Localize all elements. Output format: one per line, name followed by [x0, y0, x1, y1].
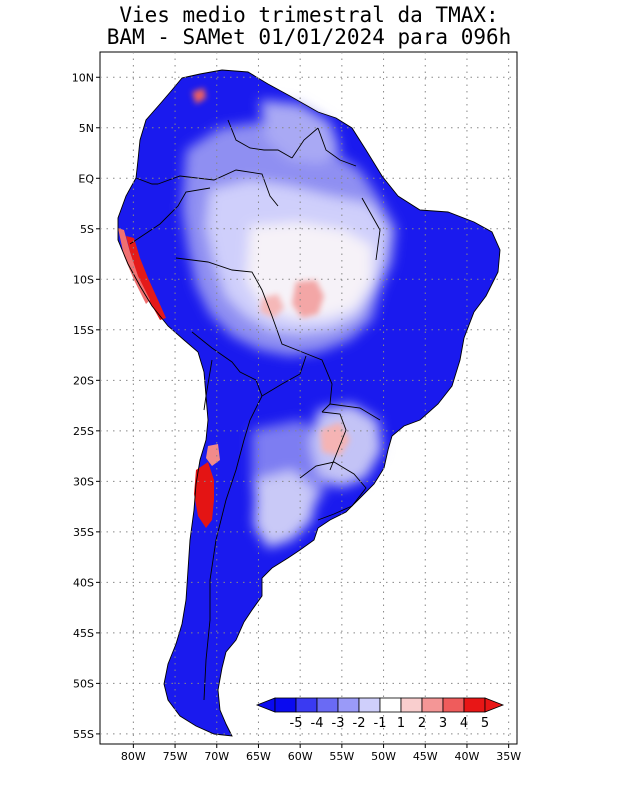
lat-label: 10N [72, 71, 94, 84]
warm-streak-peru-coast [118, 228, 150, 304]
map-title-line1: Vies medio trimestral da TMAX: [119, 3, 499, 27]
colorbar-label: -4 [311, 716, 324, 731]
colorbar-label: 5 [481, 716, 489, 731]
lon-label: 55W [329, 750, 354, 763]
lon-label: 65W [246, 750, 271, 763]
latitude-labels: 10N 5N EQ 5S 10S 15S 20S 25S 30S 35S 40S 45S 50S 55S [72, 71, 100, 741]
lat-label: 20S [73, 374, 94, 387]
warm-patch-caribbean [192, 88, 206, 104]
region-slight-cold-guiana [260, 100, 340, 164]
colorbar-label: -5 [290, 716, 303, 731]
lat-label: EQ [78, 172, 94, 185]
lon-label: 60W [288, 750, 313, 763]
colorbar-swatch [337, 697, 360, 713]
lat-label: 30S [73, 475, 94, 488]
lon-label: 80W [121, 750, 146, 763]
lat-label: 40S [73, 576, 94, 589]
colorbar-swatch [421, 697, 444, 713]
country-borders [117, 69, 501, 737]
colorbar-label: 4 [460, 716, 468, 731]
lon-label: 40W [455, 750, 480, 763]
lat-label: 5S [80, 223, 94, 236]
colorbar-swatch [400, 697, 423, 713]
warm-streak-peruvian-andes [126, 236, 166, 320]
lon-label: 50W [371, 750, 396, 763]
lat-label: 5N [79, 122, 94, 135]
colorbar-swatch [295, 697, 318, 713]
warm-patch-mato-grosso [292, 280, 324, 318]
warm-streak-central-chile [194, 462, 214, 528]
region-slight-cold-pampas [254, 470, 316, 548]
lon-label: 75W [163, 750, 188, 763]
colorbar-swatch [316, 697, 339, 713]
lat-label: 35S [73, 526, 94, 539]
colorbar-label: 3 [439, 716, 447, 731]
colorbar-label: -2 [353, 716, 366, 731]
colorbar-arrow-right [484, 697, 505, 713]
lat-label: 15S [73, 324, 94, 337]
colorbar: -5 -4 -3 -2 -1 1 2 3 4 5 [255, 697, 505, 731]
lat-label: 55S [73, 728, 94, 741]
map-content [100, 52, 517, 744]
colorbar-label: 1 [397, 716, 405, 731]
lon-label: 70W [204, 750, 229, 763]
colorbar-label: -1 [374, 716, 387, 731]
colorbar-label: 2 [418, 716, 426, 731]
colorbar-swatch [379, 697, 402, 713]
colorbar-label: -3 [332, 716, 345, 731]
lon-label: 45W [413, 750, 438, 763]
lat-label: 10S [73, 273, 94, 286]
lon-label: 35W [496, 750, 521, 763]
longitude-labels: 80W 75W 70W 65W 60W 55W 50W 45W 40W 35W [121, 744, 521, 763]
lat-label: 45S [73, 627, 94, 640]
lat-lon-grid [100, 52, 517, 744]
region-neutral-center [246, 222, 372, 318]
lat-label: 25S [73, 425, 94, 438]
colorbar-swatch [442, 697, 465, 713]
colorbar-swatch [358, 697, 381, 713]
colorbar-swatch [463, 697, 486, 713]
lat-label: 50S [73, 677, 94, 690]
colorbar-swatch [274, 697, 297, 713]
map-title-line2: BAM - SAMet 01/01/2024 para 096h [106, 25, 512, 49]
